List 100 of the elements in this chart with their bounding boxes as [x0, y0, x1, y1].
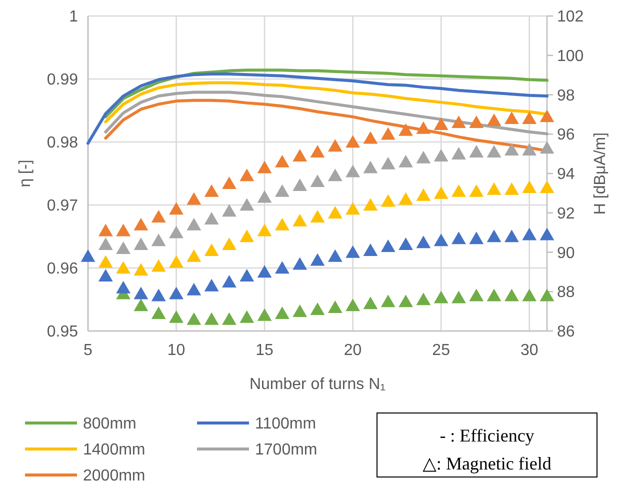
point: [116, 280, 131, 294]
point: [257, 160, 272, 174]
y-tick-label: 0.97: [46, 198, 78, 215]
point: [416, 188, 431, 201]
point: [240, 230, 254, 242]
point: [151, 234, 166, 246]
line-series: [104, 90, 548, 136]
y-tick-label: 0.98: [46, 134, 78, 152]
legend-label: 800mm: [83, 416, 136, 433]
point: [398, 192, 413, 205]
point: [416, 150, 431, 164]
point: [292, 304, 308, 317]
point: [204, 312, 219, 325]
point: [204, 278, 219, 292]
point: [116, 224, 131, 236]
point: [504, 230, 519, 242]
point: [328, 249, 342, 262]
x-tick-label: 5: [84, 342, 93, 359]
point: [540, 228, 554, 240]
point: [151, 306, 166, 319]
point: [346, 298, 360, 312]
point: [98, 224, 113, 236]
point: [504, 182, 519, 195]
point: [240, 269, 254, 282]
y-tick-label: 0.95: [46, 324, 78, 341]
y-tick-label: 0.99: [46, 72, 78, 89]
point: [134, 298, 148, 312]
point: [380, 240, 396, 252]
x-axis-title: Number of turns N₁: [249, 376, 386, 393]
point: [240, 310, 254, 323]
point: [134, 238, 148, 250]
point: [540, 141, 554, 154]
point: [80, 249, 96, 262]
point: [169, 255, 184, 268]
point: [310, 302, 325, 316]
y2-tick-label: 102: [557, 8, 584, 26]
point: [486, 114, 502, 126]
point: [274, 184, 290, 197]
point: [328, 168, 342, 182]
point: [398, 154, 413, 168]
point: [222, 238, 236, 250]
point: [469, 232, 484, 244]
point: [151, 210, 166, 222]
point: [522, 180, 537, 193]
point: [363, 296, 378, 310]
point: [346, 135, 360, 148]
point: [434, 290, 448, 304]
point: [98, 255, 113, 268]
point: [169, 226, 184, 238]
point: [292, 257, 308, 270]
point: [257, 224, 272, 236]
point: [363, 243, 378, 256]
point: [186, 312, 202, 325]
point: [486, 288, 502, 302]
point: [522, 288, 537, 302]
y2-tick-label: 86: [557, 324, 575, 341]
x-tick-label: 30: [520, 342, 538, 359]
point: [134, 218, 148, 230]
point: [452, 184, 466, 197]
point: [292, 214, 308, 226]
point: [274, 261, 290, 274]
point: [204, 243, 219, 256]
point: [222, 176, 236, 190]
point: [363, 198, 378, 211]
point: [434, 186, 448, 199]
point: [452, 115, 466, 128]
point: [504, 143, 519, 156]
point: [186, 218, 202, 230]
point: [504, 288, 519, 302]
legend-label: 1400mm: [83, 442, 146, 459]
point: [222, 274, 236, 288]
point: [204, 184, 219, 197]
point: [486, 230, 502, 242]
y2-tick-label: 92: [557, 205, 575, 222]
point: [434, 117, 448, 130]
point: [310, 174, 325, 188]
point: [98, 238, 113, 250]
y2-axis-title: H [dBμA/m]: [592, 132, 609, 215]
point: [292, 178, 308, 191]
y2-tick-label: 88: [557, 284, 575, 302]
point: [346, 245, 360, 258]
point: [257, 265, 272, 278]
point: [398, 123, 413, 136]
point: [328, 139, 342, 152]
point: [380, 156, 396, 170]
point: [380, 294, 396, 308]
point: [222, 312, 236, 325]
point: [540, 180, 554, 193]
point: [169, 310, 184, 323]
point: [522, 228, 537, 240]
y2-tick-label: 96: [557, 126, 575, 144]
point: [134, 263, 148, 276]
point: [116, 241, 131, 254]
point: [522, 112, 537, 124]
text: - : Efficiency: [440, 425, 534, 446]
point: [310, 145, 325, 158]
point: [257, 190, 272, 203]
legend-label: 1700mm: [255, 442, 318, 459]
point: [116, 261, 131, 274]
y2-tick-label: 100: [557, 48, 584, 65]
